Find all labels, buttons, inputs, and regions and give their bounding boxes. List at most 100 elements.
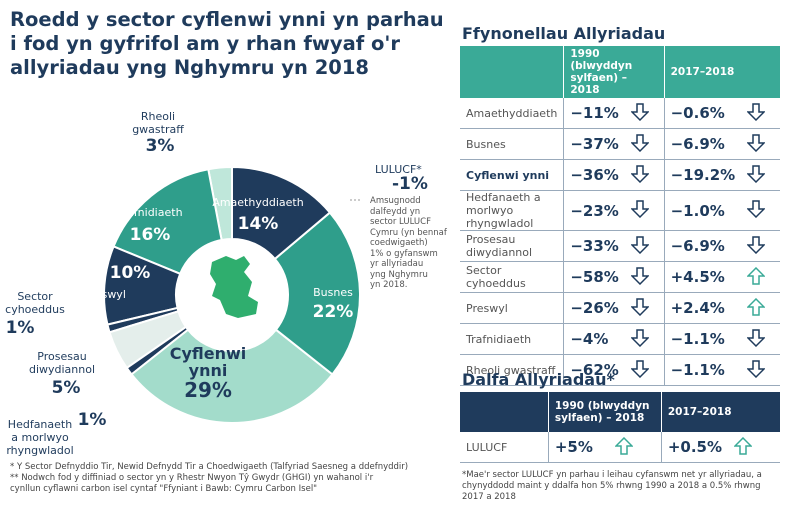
header-row: 1990 (blwyddyn sylfaen) – 2018 2017–2018 [460,392,780,432]
value-cell: −11% [563,98,625,129]
arrow-cell [741,292,780,324]
arrow-cell [624,323,665,355]
value-cell: +0.5% [660,432,728,463]
segment-value: 16% [129,225,171,245]
arrow-cell [624,98,665,129]
arrow-cell [741,159,780,191]
arrow-cell [741,354,780,386]
table-title: Ffynonellau Allyriadau [462,24,666,43]
value-cell: −19.2% [663,159,742,191]
table-row: Sector cyhoeddus −58% +4.5% [460,261,780,293]
arrow-cell [741,230,780,262]
table-row: Cyflenwi ynni −36% −19.2% [460,159,780,191]
arrow-icon [746,266,767,285]
arrow-cell [741,128,780,160]
table-row: LULUCF +5% +0.5% [460,432,780,463]
arrow-down [746,359,767,378]
arrow-down [746,235,767,254]
arrow-icon [630,200,650,219]
arrow-icon [746,297,767,316]
arrow-cell [741,323,780,355]
arrow-down [746,102,767,121]
value-cell: −6.9% [663,230,742,262]
arrow-icon [746,133,767,152]
arrow-icon [630,235,650,254]
value-cell: −23% [563,190,625,231]
table-row: Rheoli gwastraff −62% −1.1% [460,354,780,386]
segment-name: Cyflenwi ynni [169,344,247,380]
arrow-icon [746,235,767,254]
value-cell: −36% [563,159,625,191]
arrow-down [630,235,650,254]
donut-segment [103,245,182,326]
arrow-down [630,266,650,285]
donut-segment [273,211,361,376]
footnote: * Y Sector Defnyddio Tir, Newid Defnydd … [10,462,409,472]
annotation-value: -1% [392,174,428,194]
arrow-icon [746,359,767,378]
segment-value: 1% [77,410,107,430]
arrow-icon [733,436,753,455]
segment-name: Sector cyhoeddus [5,290,65,316]
annotation-text: Amsugnodd dalfeydd yn sector LULUCF Cymr… [370,196,447,290]
arrow-down [630,328,650,347]
arrow-up [733,436,753,455]
row-label: Rheoli gwastraff [460,354,564,386]
arrow-cell [741,261,780,293]
table-row: Prosesau diwydiannol −33% −6.9% [460,230,780,262]
segment-value: 1% [5,318,35,338]
header-row: 1990 (blwyddyn sylfaen) – 2018 2017–2018 [460,46,780,98]
arrow-cell [624,190,665,231]
value-cell: −58% [563,261,625,293]
arrow-cell [624,230,665,262]
segment-value: 22% [312,302,354,322]
arrow-down [630,200,650,219]
arrow-cell [624,128,665,160]
arrow-cell [624,159,665,191]
value-cell: −62% [563,354,625,386]
arrow-icon [746,200,767,219]
table: 1990 (blwyddyn sylfaen) – 2018 2017–2018 L… [460,392,780,463]
arrow-icon [746,328,767,347]
value-cell: −0.6% [663,98,742,129]
arrow-icon [746,102,767,121]
segment-name: Prosesau diwydiannol [28,350,96,376]
arrow-down [746,133,767,152]
row-label: Busnes [460,128,564,160]
arrow-cell [741,190,780,231]
table-row: Trafnidiaeth −4% −1.1% [460,323,780,355]
row-label: Prosesau diwydiannol [460,230,564,262]
value-cell: −26% [563,292,625,324]
segment-value: 14% [237,214,279,234]
segment-value: 29% [184,378,232,402]
value-cell: −33% [563,230,625,262]
row-label: Hedfanaeth a morlwyo rhyngwladol [460,190,564,231]
arrow-down [630,164,650,183]
arrow-up [746,297,767,316]
arrow-cell [624,261,665,293]
arrow-down [630,359,650,378]
arrow-up [614,436,634,455]
table-note: *Mae'r sector LULUCF yn parhau i leihau … [462,470,762,502]
arrow-icon [630,328,650,347]
segment-name: Trafnidiaeth [117,206,183,219]
segment-name: Hedfanaeth a morlwyo rhyngwladol [6,418,74,457]
row-label: Sector cyhoeddus [460,261,564,293]
title: Roedd y sector cyflenwi ynni yn parhau i… [10,8,444,79]
arrow-cell [624,354,665,386]
donut-segment [108,310,188,370]
arrow-icon [614,436,634,455]
footnotes: * Y Sector Defnyddio Tir, Newid Defnydd … [10,462,408,495]
wales-map [210,256,258,318]
arrow-icon [630,359,650,378]
donut-segment [231,165,332,261]
segment-value: 5% [51,378,81,398]
arrow-down [746,164,767,183]
value-cell: −1.0% [663,190,742,231]
header-cell: 2017–2018 [663,46,780,98]
value-cell: +4.5% [663,261,742,293]
segment-name: Busnes [313,286,353,299]
table-row: Busnes −37% −6.9% [460,128,780,160]
arrow-down [746,200,767,219]
